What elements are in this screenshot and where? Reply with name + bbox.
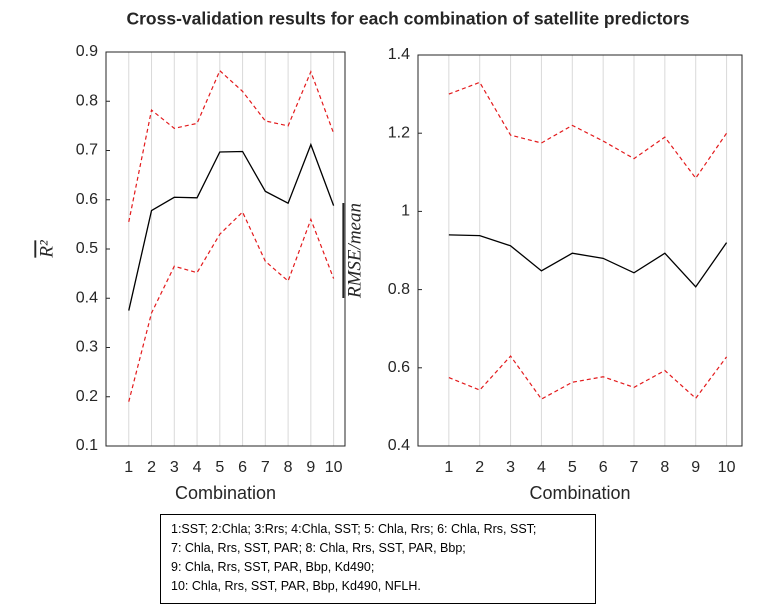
note-line: 10: Chla, Rrs, SST, PAR, Bbp, Kd490, NFL… [171, 579, 421, 593]
note-line: 1:SST; 2:Chla; 3:Rrs; 4:Chla, SST; 5: Ch… [171, 522, 537, 536]
y-axis-label: R² [36, 240, 57, 259]
x-tick-label: 4 [537, 459, 546, 476]
y-tick-label: 0.1 [76, 437, 98, 454]
y-axis-label: RMSE/mean [344, 203, 365, 299]
chart-title: Cross-validation results for each combin… [126, 9, 689, 29]
y-tick-label: 0.8 [388, 281, 410, 298]
series-line [448, 355, 728, 400]
x-tick-label: 10 [718, 459, 736, 476]
axes-box [417, 54, 743, 447]
y-tick-label: 0.3 [76, 339, 98, 356]
x-axis-label: Combination [175, 483, 276, 503]
x-tick-label: 9 [306, 459, 315, 476]
y-tick-label: 0.6 [388, 359, 410, 376]
y-tick-label: 1 [401, 203, 410, 220]
x-tick-label: 1 [444, 459, 453, 476]
series-line [128, 69, 335, 223]
y-tick-label: 0.4 [388, 437, 410, 454]
x-tick-label: 7 [261, 459, 270, 476]
series-line [448, 81, 728, 180]
x-tick-label: 4 [193, 459, 202, 476]
x-tick-label: 1 [124, 459, 133, 476]
x-tick-label: 5 [215, 459, 224, 476]
x-tick-label: 9 [691, 459, 700, 476]
x-tick-label: 6 [238, 459, 247, 476]
x-tick-label: 5 [568, 459, 577, 476]
series-line [128, 142, 335, 311]
axes-box [105, 51, 346, 447]
note-line: 9: Chla, Rrs, SST, PAR, Bbp, Kd490; [171, 560, 375, 574]
x-tick-label: 2 [147, 459, 156, 476]
x-tick-label: 3 [506, 459, 515, 476]
y-tick-label: 0.5 [76, 240, 98, 257]
x-tick-label: 8 [284, 459, 293, 476]
y-tick-label: 0.6 [76, 191, 98, 208]
y-tick-label: 0.7 [76, 142, 98, 159]
note-line: 7: Chla, Rrs, SST, PAR; 8: Chla, Rrs, SS… [171, 541, 466, 555]
x-axis-label: Combination [529, 483, 630, 503]
x-tick-label: 6 [599, 459, 608, 476]
x-tick-label: 10 [325, 459, 343, 476]
y-tick-label: 0.8 [76, 92, 98, 109]
y-tick-label: 0.9 [76, 43, 98, 60]
series-line [448, 234, 728, 288]
x-tick-label: 3 [170, 459, 179, 476]
x-tick-label: 7 [630, 459, 639, 476]
x-tick-label: 2 [475, 459, 484, 476]
y-tick-label: 1.2 [388, 124, 410, 141]
y-tick-label: 0.4 [76, 289, 98, 306]
series-line [128, 211, 335, 402]
y-tick-label: 1.4 [388, 46, 410, 63]
y-tick-label: 0.2 [76, 388, 98, 405]
x-tick-label: 8 [660, 459, 669, 476]
legend-note: 1:SST; 2:Chla; 3:Rrs; 4:Chla, SST; 5: Ch… [160, 514, 596, 604]
